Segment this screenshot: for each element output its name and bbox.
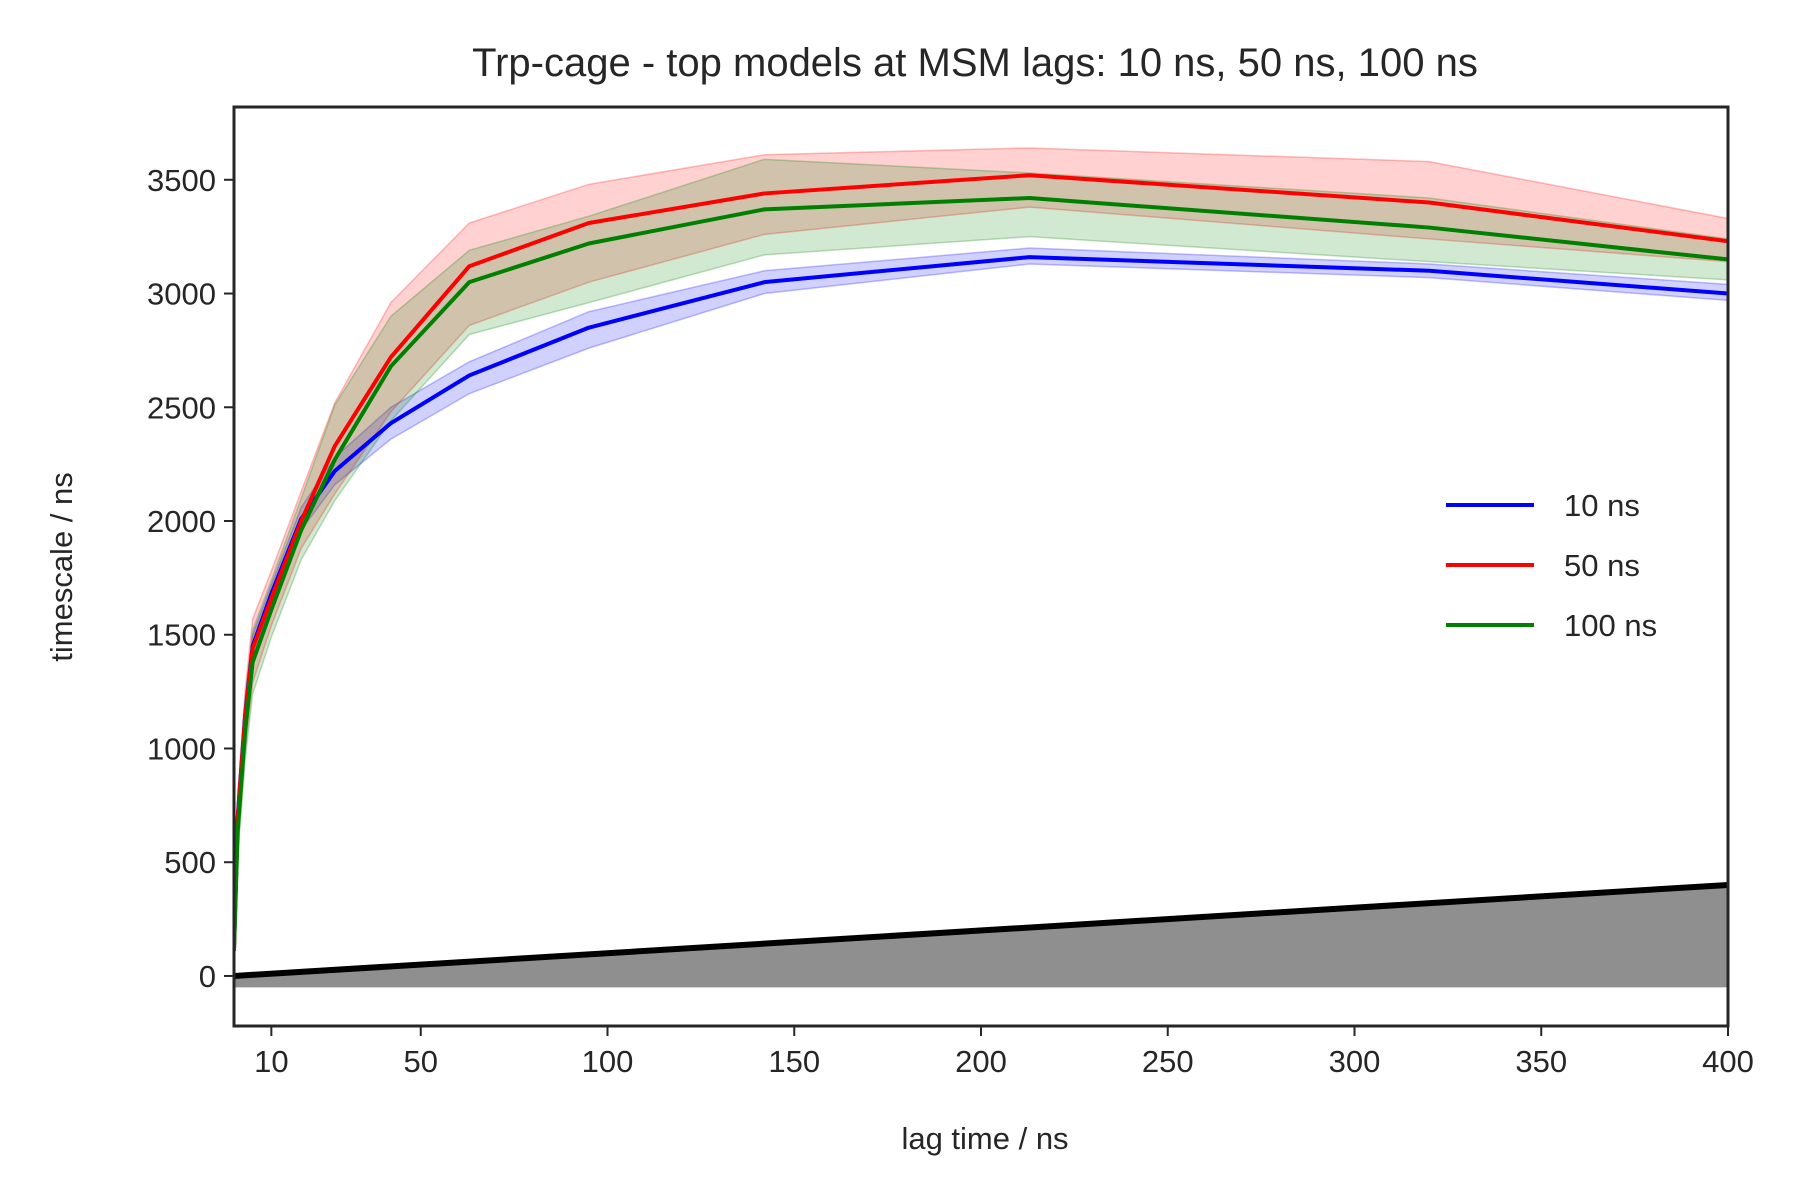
chart-title: Trp-cage - top models at MSM lags: 10 ns… (472, 41, 1478, 85)
band-10-ns (234, 247, 1728, 951)
x-tick-label: 100 (582, 1044, 634, 1079)
reference-line (234, 881, 1728, 979)
axes: 10 50 100 150 200 250 300 350 400 0 500 1000 1500 200… (147, 105, 1754, 1079)
plot-clip-group (234, 147, 1728, 988)
band-50-ns (234, 147, 1728, 954)
legend-label-50-ns: 50 ns (1564, 548, 1640, 583)
x-tick-label: 50 (404, 1044, 438, 1079)
y-tick-label: 2500 (147, 390, 216, 425)
y-tick-label: 3000 (147, 277, 216, 312)
legend-label-100-ns: 100 ns (1564, 608, 1657, 643)
x-tick-label: 150 (768, 1044, 820, 1079)
x-tick-label: 300 (1329, 1044, 1381, 1079)
y-tick-label: 500 (164, 845, 216, 880)
y-tick-label: 2000 (147, 504, 216, 539)
x-tick-label: 10 (254, 1044, 288, 1079)
band-100-ns (234, 158, 1728, 956)
legend-label-10-ns: 10 ns (1564, 488, 1640, 523)
x-tick-label: 400 (1702, 1044, 1754, 1079)
legend: 10 ns 50 ns 100 ns (1446, 488, 1657, 643)
y-tick-label: 1500 (147, 618, 216, 653)
x-tick-label: 250 (1142, 1044, 1194, 1079)
y-tick-label: 3500 (147, 163, 216, 198)
x-tick-label: 200 (955, 1044, 1007, 1079)
y-axis-label: timescale / ns (44, 472, 79, 662)
y-tick-label: 0 (199, 959, 216, 994)
series-line-10-ns (234, 255, 1728, 949)
series-line-100-ns (234, 195, 1728, 951)
y-tick-label: 1000 (147, 731, 216, 766)
x-axis-label: lag time / ns (901, 1121, 1068, 1156)
plot-area (234, 147, 1728, 988)
x-tick-label: 350 (1515, 1044, 1567, 1079)
